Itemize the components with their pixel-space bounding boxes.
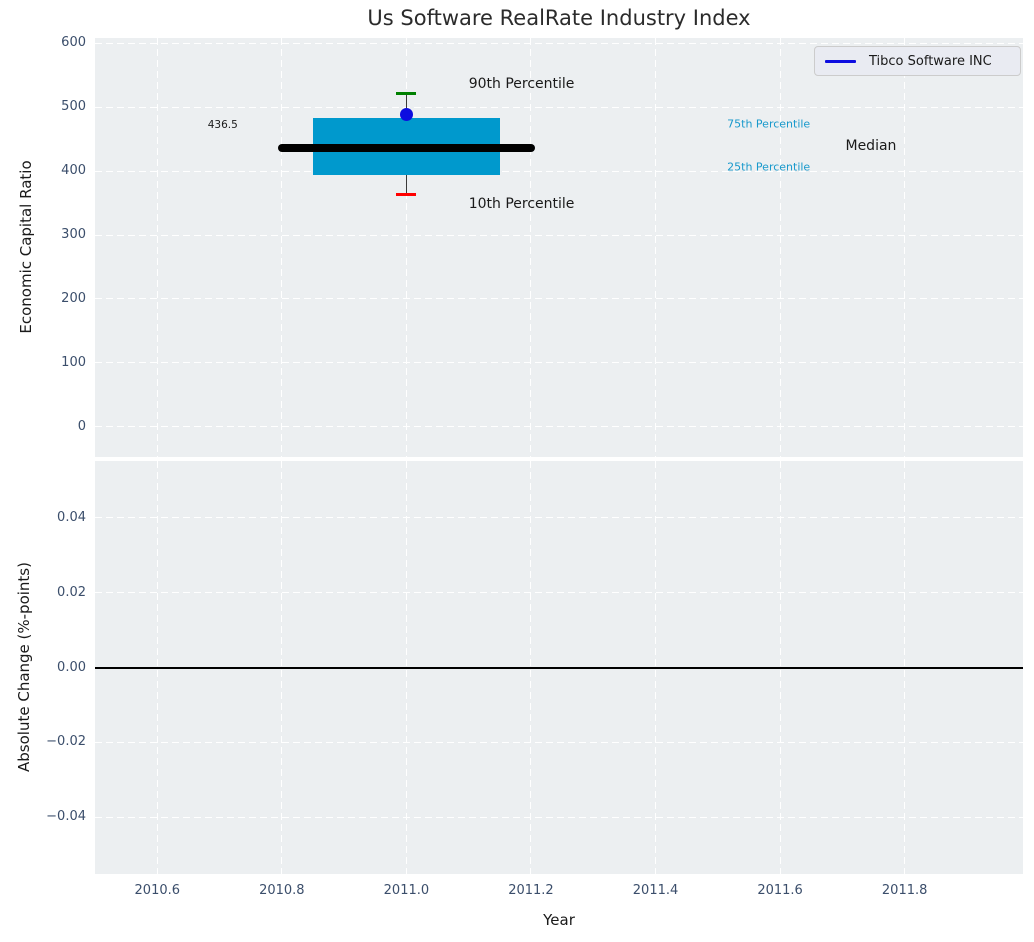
legend-label: Tibco Software INC [869, 53, 992, 69]
y-tick-label: 0 [77, 418, 86, 434]
y-tick-label: 0.04 [57, 509, 86, 525]
y-tick-label: 400 [61, 163, 86, 179]
legend: Tibco Software INC [814, 46, 1021, 76]
x-tick-label: 2010.8 [259, 883, 305, 898]
gridline-x [281, 38, 283, 457]
x-tick-label: 2010.6 [134, 883, 181, 898]
y-tick-label: 600 [61, 35, 86, 51]
x-tick-label: 2011.6 [757, 883, 803, 898]
y-tick-label: −0.04 [46, 809, 86, 825]
gridline-y [95, 426, 1023, 428]
y-tick-label: −0.02 [46, 734, 86, 750]
gridline-y [95, 298, 1023, 300]
median-line [277, 143, 535, 152]
y-tick-label: 0.02 [57, 584, 86, 600]
gridline-x [156, 38, 158, 457]
x-tick-label: 2011.8 [881, 883, 928, 898]
zero-line [95, 666, 1023, 669]
gridline-y [95, 741, 1023, 743]
x-tick-label: 2011.0 [383, 883, 430, 898]
top-plot-area [95, 38, 1023, 457]
gridline-y [95, 170, 1023, 172]
y-tick-label: 0.00 [57, 659, 86, 675]
y-tick-label: 200 [61, 290, 86, 306]
gridline-y [95, 234, 1023, 236]
gridline-y [95, 517, 1023, 519]
annotation-10th-percentile: 10th Percentile [468, 195, 575, 212]
annotation-75th-percentile: 75th Percentile [727, 117, 811, 131]
x-tick-label: 2011.4 [632, 883, 679, 898]
cap-10th [396, 193, 417, 197]
annotation-25th-percentile: 25th Percentile [727, 160, 811, 174]
gridline-x [530, 38, 532, 457]
gridline-y [95, 106, 1023, 108]
y-tick-label: 500 [61, 99, 86, 115]
company-dot [399, 108, 413, 122]
annotation-436-5: 436.5 [207, 119, 238, 132]
gridline-y [95, 816, 1023, 818]
legend-line-icon [825, 59, 856, 63]
y-tick-label: 300 [61, 227, 86, 243]
gridline-x [904, 38, 906, 457]
gridline-x [655, 38, 657, 457]
y-tick-label: 100 [61, 354, 86, 370]
gridline-y [95, 42, 1023, 44]
gridline-x [779, 38, 781, 457]
gridline-y [95, 362, 1023, 364]
x-axis-label: Year [543, 911, 575, 929]
gridline-x [405, 38, 407, 457]
chart-title: Us Software RealRate Industry Index [367, 6, 751, 30]
gridline-y [95, 592, 1023, 594]
cap-90th [396, 91, 417, 95]
annotation-90th-percentile: 90th Percentile [468, 76, 575, 93]
annotation-median: Median [845, 138, 897, 155]
x-tick-label: 2011.2 [508, 883, 554, 898]
